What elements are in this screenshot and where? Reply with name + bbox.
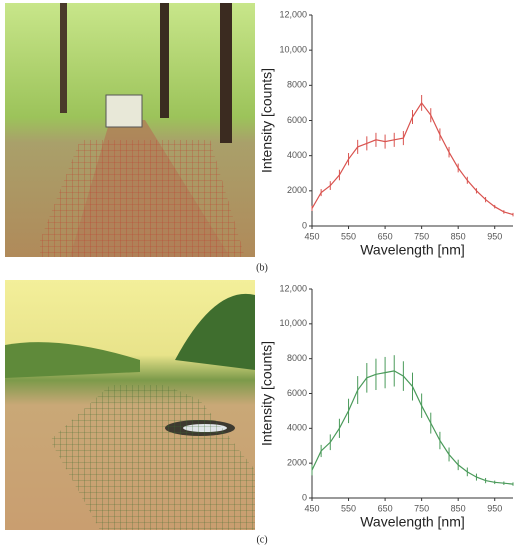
x-tick-label: 750 (414, 503, 429, 513)
y-axis-label: Intensity [counts] (259, 68, 275, 173)
y-tick-label: 6000 (287, 388, 307, 398)
panel-label: (c) (256, 534, 267, 545)
x-tick-label: 850 (451, 503, 466, 513)
x-tick-label: 950 (487, 231, 502, 241)
y-tick-label: 4000 (287, 150, 307, 160)
x-tick-label: 450 (304, 503, 319, 513)
data-line (311, 370, 514, 485)
x-tick-label: 650 (378, 231, 393, 241)
photo-forest-road (5, 3, 255, 257)
y-tick-label: 0 (302, 492, 307, 502)
y-tick-label: 10,000 (279, 45, 307, 55)
x-tick-label: 550 (341, 503, 356, 513)
y-tick-label: 2000 (287, 458, 307, 468)
x-tick-label: 650 (378, 503, 393, 513)
y-tick-label: 0 (302, 220, 307, 230)
x-tick-label: 550 (341, 231, 356, 241)
y-tick-label: 4000 (287, 423, 307, 433)
y-tick-label: 8000 (287, 80, 307, 90)
y-axis-label: Intensity [counts] (259, 341, 275, 446)
y-tick-label: 10,000 (279, 318, 307, 328)
y-tick-label: 12,000 (279, 9, 307, 19)
x-tick-label: 950 (487, 503, 502, 513)
y-tick-label: 12,000 (279, 283, 307, 293)
photo-dirt-road (5, 280, 255, 530)
x-tick-label: 450 (304, 231, 319, 241)
x-tick-label: 850 (451, 231, 466, 241)
x-tick-label: 750 (414, 231, 429, 241)
y-tick-label: 2000 (287, 185, 307, 195)
y-tick-label: 6000 (287, 115, 307, 125)
y-tick-label: 8000 (287, 353, 307, 363)
x-axis-label: Wavelength [nm] (360, 514, 465, 530)
panel-label: (b) (256, 262, 268, 273)
data-line (311, 101, 514, 216)
x-axis-label: Wavelength [nm] (360, 242, 465, 258)
